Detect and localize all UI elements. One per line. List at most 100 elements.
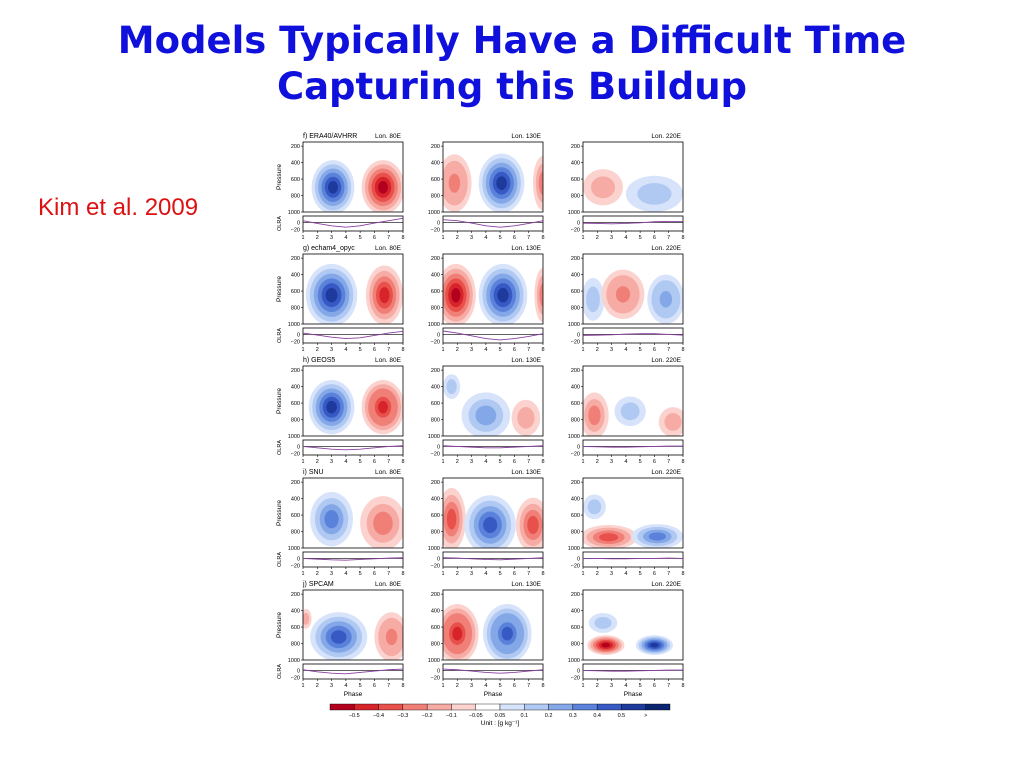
colorbar-label: −0.3: [397, 713, 408, 719]
panel-column-label: Lon. 130E: [511, 133, 541, 140]
pressure-tick-label: 600: [431, 177, 440, 183]
phase-tick-label: 3: [610, 347, 613, 353]
contour-fill: [599, 533, 619, 542]
pressure-tick-label: 200: [291, 144, 300, 150]
contour-fill: [650, 642, 659, 648]
colorbar-swatch: [548, 703, 574, 711]
olr-series-line: [582, 445, 683, 448]
phase-tick-label: 4: [624, 235, 627, 241]
pressure-tick-label: 1000: [568, 210, 580, 216]
olr-series-line: [442, 557, 544, 561]
panel-frame: [582, 253, 684, 325]
olr-tick-label: −20: [571, 339, 580, 345]
phase-tick-label: 7: [527, 571, 530, 577]
panel-frame: [582, 477, 684, 549]
contour-fill: [588, 405, 601, 426]
phase-tick-label: 2: [456, 571, 459, 577]
phase-tick-label: 3: [610, 459, 613, 465]
contour-fill: [325, 287, 338, 303]
phase-tick-label: 5: [499, 235, 502, 241]
phase-tick-label: 6: [653, 347, 656, 353]
olr-tick-label: 0: [577, 668, 580, 674]
phase-tick-label: 1: [581, 235, 584, 241]
olr-tick-label: 0: [297, 332, 300, 338]
contour-fill: [330, 630, 347, 644]
contour-fill: [475, 405, 497, 426]
phase-tick-label: 7: [527, 235, 530, 241]
contour-fill: [517, 407, 535, 429]
phase-tick-label: 1: [301, 459, 304, 465]
pressure-tick-label: 600: [571, 401, 580, 407]
contour-fill: [303, 612, 310, 625]
pressure-axis-label: Pressure: [276, 276, 283, 302]
colorbar-label: 0.4: [593, 713, 601, 719]
phase-tick-label: 6: [373, 571, 376, 577]
pressure-tick-label: 600: [571, 177, 580, 183]
pressure-tick-label: 400: [431, 273, 440, 279]
phase-tick-label: 7: [527, 347, 530, 353]
olr-tick-label: 0: [297, 556, 300, 562]
phase-tick-label: 3: [470, 459, 473, 465]
phase-tick-label: 8: [401, 459, 404, 465]
contour-fill: [452, 626, 463, 641]
phase-tick-label: 8: [541, 235, 544, 241]
phase-tick-label: 4: [624, 347, 627, 353]
pressure-tick-label: 800: [291, 194, 300, 200]
colorbar-label: −0.4: [373, 713, 384, 719]
pressure-tick-label: 400: [571, 385, 580, 391]
phase-tick-label: 8: [401, 571, 404, 577]
phase-tick-label: 5: [639, 347, 642, 353]
pressure-tick-label: 800: [571, 306, 580, 312]
panel-column-label: Lon. 80E: [375, 245, 402, 252]
phase-tick-label: 5: [359, 459, 362, 465]
phase-tick-label: 2: [456, 459, 459, 465]
panel-column-label: Lon. 130E: [511, 581, 541, 588]
olr-axis-label: OLRA: [277, 328, 283, 343]
olr-tick-label: 0: [437, 668, 440, 674]
panel-column-label: Lon. 220E: [651, 357, 681, 364]
pressure-axis-label: Pressure: [276, 612, 283, 638]
panel-frame: [582, 365, 684, 437]
pressure-tick-label: 200: [291, 256, 300, 262]
pressure-tick-label: 600: [291, 513, 300, 519]
pressure-tick-label: 800: [571, 530, 580, 536]
panel-column-label: Lon. 130E: [511, 357, 541, 364]
contour-fill: [326, 400, 337, 414]
phase-tick-label: 6: [373, 235, 376, 241]
olr-series-line: [442, 445, 544, 449]
pressure-tick-label: 800: [571, 418, 580, 424]
citation: Kim et al. 2009: [38, 194, 199, 221]
phase-tick-label: 2: [456, 683, 459, 689]
contour-fill: [446, 508, 457, 530]
olr-frame: [582, 439, 684, 456]
pressure-tick-label: 200: [571, 256, 580, 262]
phase-tick-label: 8: [681, 347, 684, 353]
phase-tick-label: 6: [373, 459, 376, 465]
phase-tick-label: 1: [441, 571, 444, 577]
panel-frame: [442, 253, 544, 325]
pressure-tick-label: 400: [571, 273, 580, 279]
olr-frame: [582, 663, 684, 680]
phase-tick-label: 7: [527, 683, 530, 689]
phase-tick-label: 6: [653, 235, 656, 241]
pressure-tick-label: 600: [291, 401, 300, 407]
phase-tick-label: 4: [344, 235, 347, 241]
phase-tick-label: 3: [330, 459, 333, 465]
pressure-tick-label: 400: [571, 497, 580, 503]
olr-series-line: [582, 669, 683, 672]
panel-frame: [302, 589, 404, 661]
phase-tick-label: 2: [596, 683, 599, 689]
colorbar-swatch: [426, 703, 452, 711]
panel-row-label: h) GEOS5: [303, 357, 335, 364]
pressure-tick-label: 400: [571, 609, 580, 615]
panel-row-label: j) SPCAM: [302, 581, 334, 588]
olr-series-line: [302, 217, 404, 228]
pressure-tick-label: 1000: [428, 546, 440, 552]
pressure-tick-label: 800: [431, 642, 440, 648]
colorbar-swatch: [402, 703, 428, 711]
phase-tick-label: 1: [581, 347, 584, 353]
phase-tick-label: 8: [401, 347, 404, 353]
olr-tick-label: 0: [577, 556, 580, 562]
phase-tick-label: 1: [581, 459, 584, 465]
phase-tick-label: 5: [639, 235, 642, 241]
